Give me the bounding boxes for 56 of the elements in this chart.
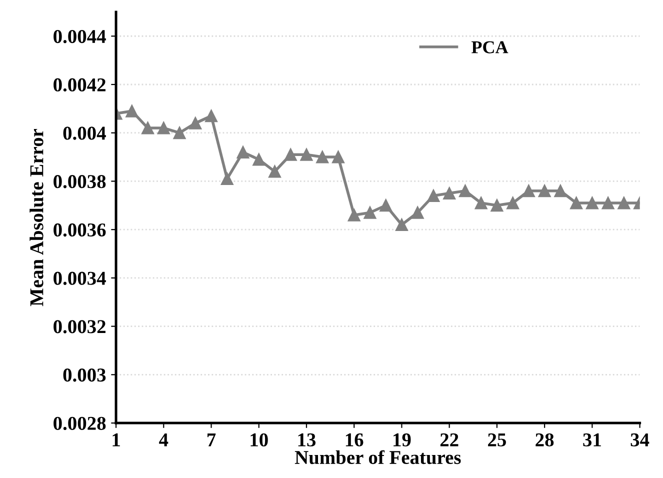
x-tick-label: 31 — [583, 433, 601, 446]
x-tick-label: 16 — [346, 433, 364, 446]
x-tick-label: 13 — [298, 433, 316, 446]
point — [522, 184, 535, 198]
point — [364, 206, 376, 219]
y-tick-label: 0.0044 — [54, 30, 106, 44]
point — [300, 148, 313, 161]
x-tick-label: 1 — [112, 433, 120, 446]
x-tick-label: 19 — [394, 433, 411, 446]
point — [538, 184, 551, 198]
point — [380, 199, 392, 212]
point — [236, 146, 250, 158]
point — [395, 218, 408, 231]
point — [268, 165, 281, 178]
legend-label: PCA — [472, 41, 508, 54]
point — [443, 187, 456, 200]
x-tick-label: 25 — [488, 433, 506, 446]
point — [618, 196, 630, 210]
point — [506, 196, 520, 210]
y-tick-label: 0.0042 — [54, 78, 106, 92]
point — [157, 122, 170, 134]
point — [189, 116, 202, 130]
y-tick-label: 0.003 — [63, 368, 106, 382]
y-tick-label: 0.0032 — [54, 320, 106, 334]
point — [332, 150, 344, 164]
x-tick-label: 7 — [208, 434, 216, 446]
y-tick-label: 0.004 — [63, 126, 106, 140]
point — [490, 199, 504, 212]
x-axis-title: Number of Features — [294, 450, 461, 464]
x-tick-label: 4 — [159, 433, 168, 446]
x-tick-label: 34 — [630, 433, 650, 446]
point — [427, 189, 440, 202]
point — [205, 110, 218, 122]
point — [316, 150, 329, 164]
y-tick-label: 0.0036 — [54, 223, 106, 237]
point — [348, 208, 360, 222]
point — [570, 196, 583, 210]
point — [411, 206, 424, 219]
x-tick-label: 10 — [250, 433, 268, 446]
point — [126, 104, 138, 118]
y-tick-label: 0.0028 — [54, 416, 106, 430]
y-tick-label: 0.0034 — [54, 272, 106, 285]
x-tick-label: 28 — [536, 433, 554, 446]
y-axis-title: Mean Absolute Error — [30, 128, 44, 306]
point — [602, 196, 614, 210]
point — [142, 122, 154, 134]
point — [173, 126, 186, 140]
point — [220, 172, 234, 186]
point — [474, 196, 488, 210]
y-tick-label: 0.0038 — [54, 175, 106, 188]
x-tick-label: 22 — [440, 433, 458, 446]
point — [458, 184, 472, 198]
point — [252, 153, 266, 166]
point — [586, 196, 598, 210]
point — [554, 184, 567, 198]
point — [284, 148, 297, 161]
